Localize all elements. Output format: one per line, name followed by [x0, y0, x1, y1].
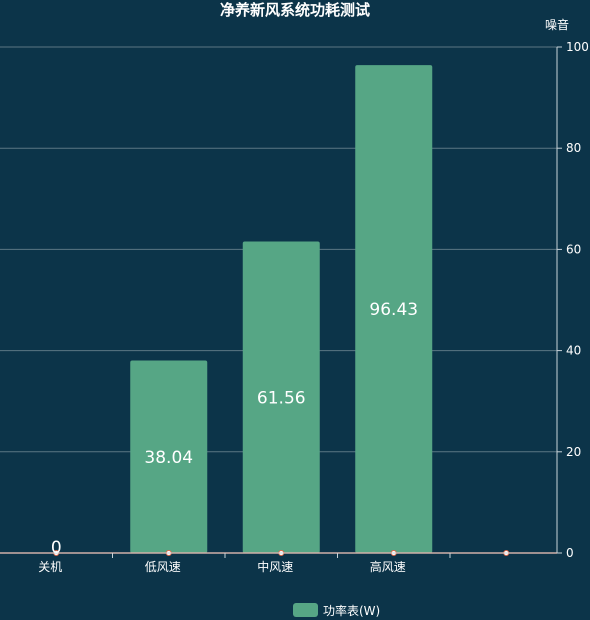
bar-value-label: 0 [51, 538, 62, 558]
y-tick-label: 100 [566, 40, 589, 54]
bars-layer [130, 65, 433, 553]
y-tick-label: 20 [566, 445, 581, 459]
bar [355, 65, 433, 553]
y-axis-name: 噪音 [545, 17, 569, 32]
bar-value-label: 38.04 [144, 448, 193, 468]
x-tick-label: 低风速 [145, 560, 181, 574]
legend-swatch[interactable] [293, 603, 318, 617]
legend-layer: 功率表(W) [293, 603, 380, 618]
bar-value-label: 96.43 [369, 300, 418, 320]
y-tick-label: 0 [566, 546, 574, 560]
x-tick-label: 高风速 [370, 559, 406, 574]
y-tick-label: 80 [566, 141, 581, 155]
labels-layer: 0 38.04 61.56 96.43 [51, 300, 418, 558]
x-tick-label: 关机 [38, 560, 62, 574]
x-tick-label: 中风速 [257, 559, 293, 574]
bar [242, 241, 320, 553]
bar [130, 360, 208, 553]
bar-value-label: 61.56 [257, 388, 306, 408]
chart-title: 净养新风系统功耗测试 [219, 1, 370, 19]
y-tick-label: 40 [566, 344, 581, 358]
legend-label[interactable]: 功率表(W) [323, 603, 380, 618]
y-tick-label: 60 [566, 242, 581, 256]
